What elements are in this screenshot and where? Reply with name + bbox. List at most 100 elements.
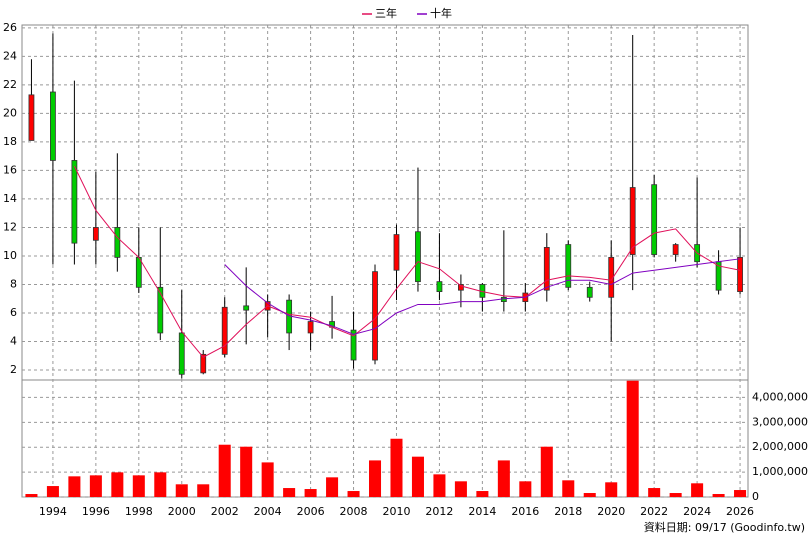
volume-bar: [132, 475, 145, 497]
volume-bar: [497, 460, 510, 497]
x-tick-label: 2000: [168, 505, 196, 518]
y-tick-label: 8: [10, 277, 17, 290]
ma-line: [73, 165, 741, 358]
volume-bar: [68, 476, 81, 497]
volume-bar: [218, 444, 231, 497]
y2-tick-label: 3,000,000: [752, 415, 808, 428]
x-tick-label: 2014: [468, 505, 496, 518]
x-tick-label: 2020: [597, 505, 625, 518]
y-tick-label: 12: [3, 220, 17, 233]
candle-body: [50, 91, 56, 161]
candle-body: [565, 244, 572, 288]
volume-bar: [304, 489, 317, 497]
y2-tick-label: 0: [752, 490, 759, 503]
y-tick-label: 2: [10, 363, 17, 376]
y-tick-label: 22: [3, 78, 17, 91]
candle-body: [608, 256, 615, 298]
x-tick-label: 2008: [340, 505, 368, 518]
x-tick-label: 1996: [82, 505, 110, 518]
volume-bar: [669, 493, 682, 497]
y-tick-label: 14: [3, 192, 17, 205]
y-tick-label: 18: [3, 135, 17, 148]
volume-bar: [347, 491, 360, 497]
volume-bar: [240, 446, 253, 497]
volume-bar: [476, 491, 489, 497]
volume-bar: [261, 462, 274, 497]
volume-bar: [433, 474, 446, 497]
y-tick-label: 24: [3, 49, 17, 62]
candle-body: [737, 256, 743, 293]
candle-body: [672, 244, 679, 255]
volume-bar: [390, 438, 403, 497]
y-tick-label: 10: [3, 249, 17, 262]
y2-tick-label: 2,000,000: [752, 440, 808, 453]
volume-bar: [326, 477, 339, 497]
legend-label: 十年: [430, 6, 452, 20]
candle-body: [586, 286, 593, 298]
y2-tick-label: 4,000,000: [752, 390, 808, 403]
candle-body: [543, 247, 550, 291]
volume-bar: [25, 494, 38, 497]
candle-body: [200, 353, 207, 374]
candle-body: [92, 227, 99, 241]
y2-tick-label: 1,000,000: [752, 465, 808, 478]
y-tick-label: 16: [3, 163, 17, 176]
volume-bar: [175, 484, 188, 497]
volume-bar: [605, 482, 618, 497]
candle-body: [307, 321, 314, 334]
legend-label: 三年: [375, 6, 397, 20]
y-tick-label: 20: [3, 106, 17, 119]
volume-bar: [583, 493, 596, 497]
candle-body: [28, 94, 35, 141]
candle-body: [436, 281, 443, 293]
candle-body: [114, 227, 121, 258]
candle-body: [178, 332, 185, 375]
volume-bar: [562, 480, 575, 497]
x-tick-label: 2002: [211, 505, 239, 518]
footnote: 資料日期: 09/17 (Goodinfo.tw): [644, 520, 805, 534]
volume-bar: [519, 481, 532, 497]
y-tick-label: 6: [10, 306, 17, 319]
candle-body: [350, 329, 357, 361]
volume-bar: [712, 494, 725, 497]
x-tick-label: 2010: [382, 505, 410, 518]
volume-bar: [89, 475, 102, 497]
y-tick-label: 4: [10, 335, 17, 348]
candle-body: [157, 286, 164, 334]
volume-bar: [46, 486, 59, 497]
volume-bar: [691, 483, 704, 497]
x-tick-label: 2026: [726, 505, 754, 518]
x-tick-label: 2024: [683, 505, 711, 518]
candle-body: [71, 160, 78, 244]
ma-line: [224, 258, 741, 335]
candle-body: [243, 305, 250, 311]
candle-body: [393, 234, 400, 271]
x-tick-label: 2012: [425, 505, 453, 518]
y-tick-label: 26: [3, 21, 17, 34]
volume-bar: [540, 446, 553, 497]
candle-body: [221, 306, 228, 355]
volume-bar: [154, 472, 167, 497]
volume-bar: [369, 460, 382, 497]
candle-body: [629, 187, 636, 255]
volume-bar: [734, 490, 747, 497]
volume-bar: [197, 484, 210, 497]
volume-bar: [454, 481, 467, 497]
x-tick-label: 2004: [254, 505, 282, 518]
candle-body: [651, 184, 658, 255]
x-tick-label: 2018: [554, 505, 582, 518]
candle-body: [458, 284, 464, 291]
volume-bar: [648, 488, 661, 497]
x-tick-label: 2006: [297, 505, 325, 518]
x-tick-label: 1998: [125, 505, 153, 518]
candle-body: [415, 231, 421, 283]
volume-bar: [111, 472, 124, 497]
x-tick-label: 2022: [640, 505, 668, 518]
volume-bar: [626, 380, 639, 497]
volume-bar: [283, 488, 296, 497]
candle-body: [135, 256, 142, 288]
volume-bar: [411, 456, 424, 497]
x-tick-label: 2016: [511, 505, 539, 518]
